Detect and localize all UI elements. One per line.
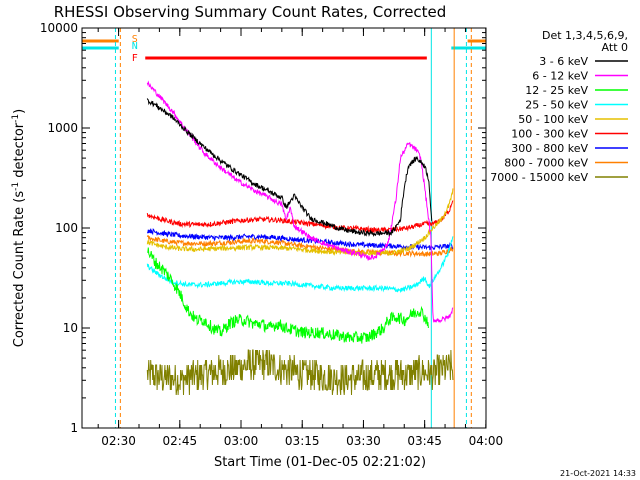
series-line-2 bbox=[147, 247, 429, 344]
legend-label-0: 3 - 6 keV bbox=[539, 55, 588, 68]
series-line-6 bbox=[146, 228, 453, 251]
axis-ticks: 1 10 100 1000 10000 02:30 02:45 03:00 03:15 03:30… bbox=[40, 21, 503, 448]
x-axis-label: Start Time (01-Dec-05 02:21:02) bbox=[214, 455, 426, 470]
legend-label-2: 12 - 25 keV bbox=[525, 84, 588, 97]
flag-label-s: S bbox=[132, 34, 138, 45]
legend-header-detectors: Det 1,3,4,5,6,9, bbox=[542, 29, 628, 42]
legend: Det 1,3,4,5,6,9, Att 0 3 - 6 keV 6 - 12 k… bbox=[490, 29, 628, 184]
timestamp: 21-Oct-2021 14:33 bbox=[560, 469, 636, 478]
y-tick-label-4: 10000 bbox=[40, 21, 78, 35]
y-tick-label-3: 1000 bbox=[47, 121, 78, 135]
flag-label-f: F bbox=[132, 53, 138, 64]
chart-title: RHESSI Observing Summary Count Rates, Co… bbox=[54, 3, 447, 21]
y-axis-label: Corrected Count Rate (s-1 detector-1) bbox=[11, 109, 27, 347]
legend-label-4: 50 - 100 keV bbox=[518, 113, 588, 126]
series-line-5 bbox=[146, 200, 454, 234]
x-tick-label-5: 03:45 bbox=[407, 434, 442, 448]
y-tick-label-2: 100 bbox=[55, 221, 78, 235]
x-tick-label-0: 02:30 bbox=[101, 434, 136, 448]
series-line-1 bbox=[146, 80, 454, 324]
series-line-7 bbox=[146, 235, 454, 258]
x-tick-label-3: 03:15 bbox=[285, 434, 320, 448]
series-line-3 bbox=[146, 236, 454, 294]
x-tick-label-1: 02:45 bbox=[163, 434, 198, 448]
series-line-0 bbox=[146, 98, 433, 238]
legend-label-5: 100 - 300 keV bbox=[511, 128, 588, 141]
x-tick-label-6: 04:00 bbox=[469, 434, 504, 448]
legend-label-3: 25 - 50 keV bbox=[525, 99, 588, 112]
series-line-4 bbox=[146, 188, 454, 257]
legend-label-1: 6 - 12 keV bbox=[532, 70, 588, 83]
x-tick-label-4: 03:30 bbox=[346, 434, 381, 448]
series-line-8 bbox=[146, 349, 454, 396]
plot-area: SNF bbox=[81, 28, 486, 428]
legend-header-attenuator: Att 0 bbox=[602, 41, 628, 54]
y-tick-label-1: 10 bbox=[63, 321, 78, 335]
legend-label-8: 7000 - 15000 keV bbox=[490, 171, 588, 184]
flag-label-n: N bbox=[132, 41, 138, 52]
legend-label-6: 300 - 800 keV bbox=[511, 142, 588, 155]
x-tick-label-2: 03:00 bbox=[224, 434, 259, 448]
y-tick-label-0: 1 bbox=[70, 421, 78, 435]
legend-label-7: 800 - 7000 keV bbox=[504, 157, 588, 170]
